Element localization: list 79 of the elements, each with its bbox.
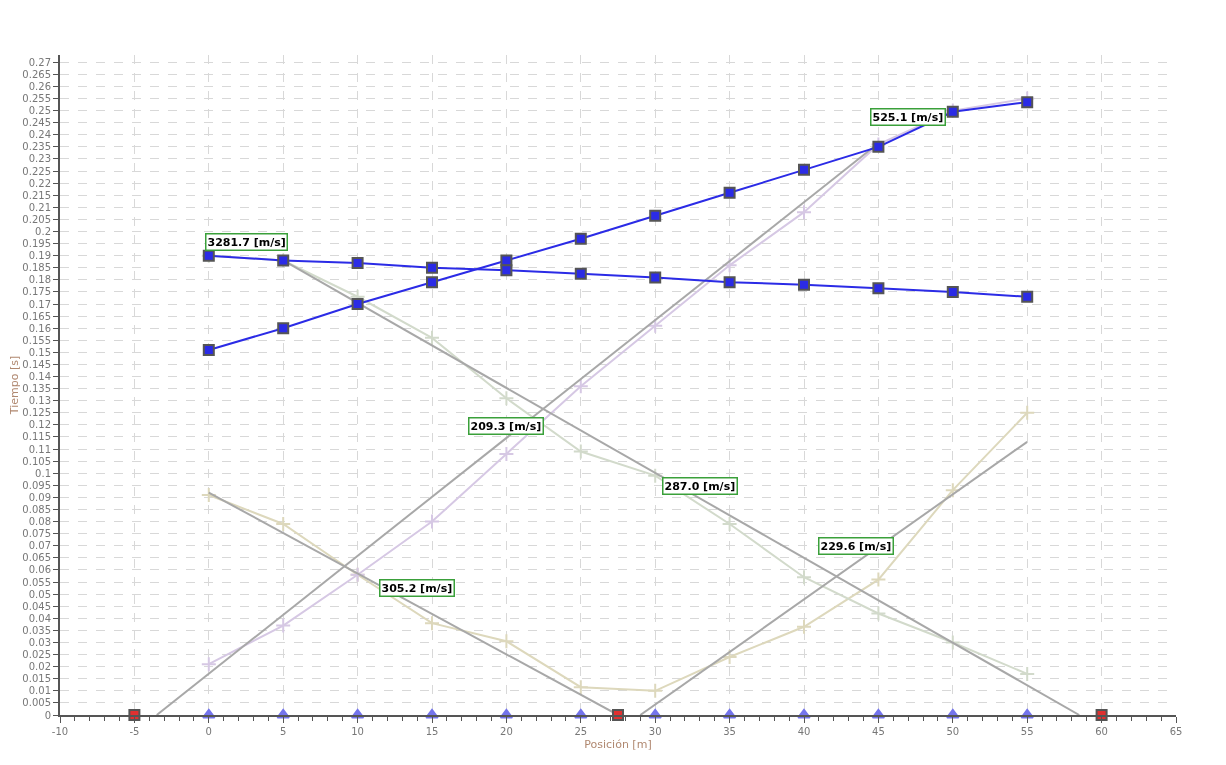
y-tick-label: 0.1 <box>35 467 51 479</box>
y-tick-label: 0.175 <box>22 286 51 298</box>
y-tick-label: 0.025 <box>22 649 51 661</box>
y-tick-label: 0.24 <box>28 129 51 141</box>
x-tick-label: 55 <box>1020 726 1034 737</box>
y-tick-label: 0.01 <box>28 685 51 697</box>
y-tick-label: 0.255 <box>22 93 51 105</box>
x-tick-label: 45 <box>872 726 885 737</box>
annotation: 305.2 [m/s] <box>381 581 453 595</box>
y-tick-label: 0.015 <box>22 673 51 685</box>
x-tick-label: 10 <box>351 726 364 737</box>
x-tick-label: -10 <box>51 726 69 737</box>
y-tick-label: 0.02 <box>28 661 51 673</box>
y-tick-label: 0.065 <box>22 552 51 564</box>
y-tick-label: 0.055 <box>22 576 51 588</box>
x-tick-label: 0 <box>205 726 212 737</box>
y-tick-label: 0 <box>44 709 51 721</box>
y-tick-label: 0.075 <box>22 528 51 540</box>
y-tick-label: 0.205 <box>22 213 51 225</box>
y-tick-label: 0.17 <box>28 298 51 310</box>
y-tick-label: 0.105 <box>22 455 51 467</box>
x-tick-label: -5 <box>129 726 140 737</box>
y-tick-label: 0.225 <box>22 165 51 177</box>
y-tick-label: 0.05 <box>28 588 51 600</box>
x-tick-label: 35 <box>723 726 736 737</box>
y-tick-label: 0.21 <box>28 201 51 213</box>
y-tick-label: 0.125 <box>22 407 51 419</box>
y-tick-label: 0.18 <box>28 274 51 286</box>
x-tick-label: 30 <box>648 726 662 737</box>
y-tick-label: 0.095 <box>22 479 51 491</box>
y-tick-label: 0.115 <box>22 431 51 443</box>
y-tick-label: 0.185 <box>22 262 51 274</box>
y-tick-label: 0.135 <box>22 383 51 395</box>
x-axis-title: Posición [m] <box>584 737 652 751</box>
y-tick-label: 0.235 <box>22 141 51 153</box>
annotation: 209.3 [m/s] <box>470 419 542 433</box>
y-tick-label: 0.25 <box>28 105 51 117</box>
y-tick-label: 0.035 <box>22 624 51 636</box>
y-tick-label: 0.12 <box>28 419 51 431</box>
y-tick-label: 0.19 <box>28 250 51 262</box>
y-tick-label: 0.005 <box>22 697 51 709</box>
y-tick-label: 0.03 <box>28 636 51 648</box>
y-tick-label: 0.23 <box>28 153 51 165</box>
y-tick-label: 0.04 <box>28 612 51 624</box>
annotation: 287.0 [m/s] <box>664 479 736 493</box>
y-tick-label: 0.085 <box>22 504 51 516</box>
y-tick-label: 0.155 <box>22 334 51 346</box>
y-tick-label: 0.15 <box>28 346 51 358</box>
x-tick-label: 65 <box>1169 726 1183 737</box>
y-tick-label: 0.11 <box>28 443 51 455</box>
y-tick-label: 0.215 <box>22 189 51 201</box>
x-tick-label: 60 <box>1095 726 1108 737</box>
x-tick-label: 40 <box>797 726 811 737</box>
y-tick-label: 0.145 <box>22 358 51 370</box>
y-tick-label: 0.27 <box>28 56 51 68</box>
x-tick-label: 5 <box>280 726 287 737</box>
annotation: 229.6 [m/s] <box>820 539 892 553</box>
x-tick-label: 20 <box>500 726 513 737</box>
y-axis-title: Tiempo [s] <box>7 355 21 416</box>
y-tick-label: 0.16 <box>28 322 51 334</box>
y-tick-label: 0.07 <box>28 540 51 552</box>
y-tick-label: 0.045 <box>22 600 51 612</box>
y-tick-label: 0.13 <box>28 395 51 407</box>
y-tick-label: 0.26 <box>28 80 51 92</box>
y-tick-label: 0.08 <box>28 516 51 528</box>
y-tick-label: 0.06 <box>28 564 51 576</box>
y-tick-label: 0.22 <box>28 177 51 189</box>
y-tick-label: 0.165 <box>22 310 51 322</box>
y-tick-label: 0.265 <box>22 68 51 80</box>
y-tick-label: 0.09 <box>28 491 51 503</box>
x-tick-label: 25 <box>574 726 588 737</box>
x-tick-label: 15 <box>425 726 439 737</box>
y-tick-label: 0.195 <box>22 238 51 250</box>
annotation: 3281.7 [m/s] <box>207 235 286 249</box>
annotation: 525.1 [m/s] <box>872 110 944 124</box>
y-tick-label: 0.245 <box>22 117 51 129</box>
x-tick-label: 50 <box>946 726 960 737</box>
y-tick-label: 0.2 <box>35 225 51 237</box>
y-tick-label: 0.14 <box>28 371 51 383</box>
